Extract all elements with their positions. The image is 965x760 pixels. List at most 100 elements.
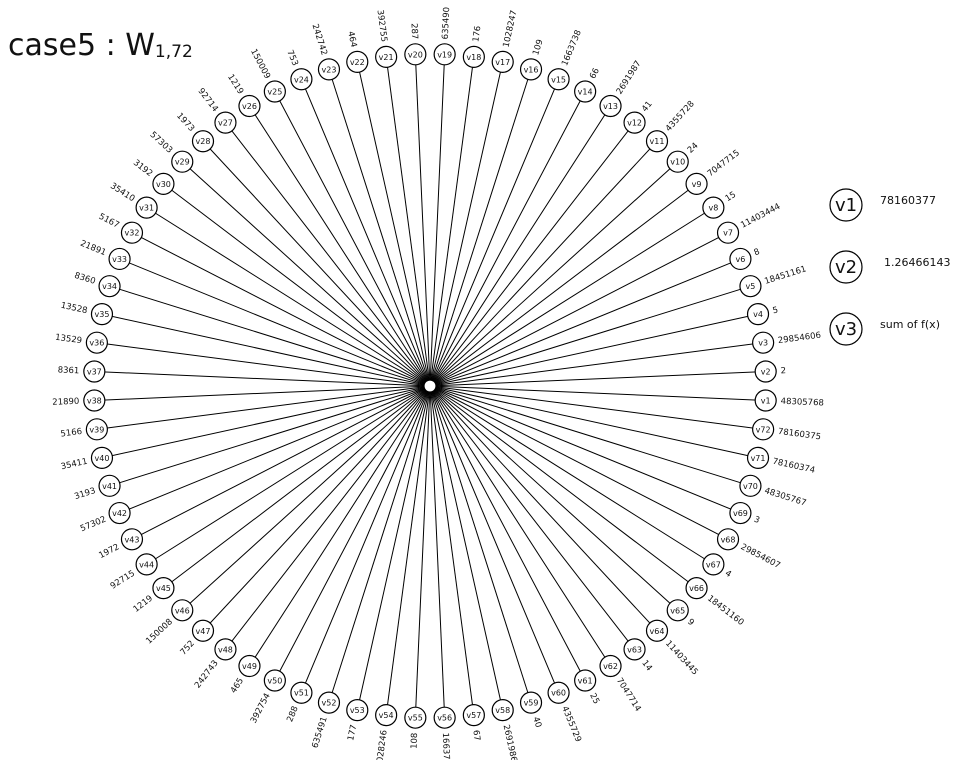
spoke xyxy=(429,385,532,703)
vertex-value: 1028246 xyxy=(375,729,390,760)
legend-vertex xyxy=(829,188,863,222)
spoke xyxy=(429,385,766,401)
vertex-label: v48 xyxy=(218,645,233,654)
vertex xyxy=(754,360,777,383)
vertex-label: v14 xyxy=(578,88,593,97)
vertex-label: v15 xyxy=(551,75,566,84)
spoke xyxy=(429,56,475,387)
vertex-label: v60 xyxy=(551,689,566,698)
vertex-value: 15 xyxy=(724,190,739,204)
vertex-label: v58 xyxy=(495,706,510,715)
spoke xyxy=(429,285,751,387)
spoke xyxy=(414,385,431,718)
spoke xyxy=(429,385,475,716)
vertex-label: v39 xyxy=(89,425,104,434)
vertex-label: v41 xyxy=(102,482,117,491)
vertex-value: 41 xyxy=(640,99,655,114)
vertex xyxy=(623,638,646,661)
vertex xyxy=(290,68,313,91)
vertex xyxy=(404,43,427,66)
vertex-label: v9 xyxy=(692,180,702,189)
legend-text: 78160377 xyxy=(880,194,936,207)
spoke xyxy=(356,385,431,711)
spoke xyxy=(96,342,431,387)
spoke xyxy=(429,207,714,387)
vertex-value: 9 xyxy=(685,617,696,628)
vertex xyxy=(90,446,114,469)
spoke xyxy=(181,161,431,387)
vertex-value: 288 xyxy=(285,705,300,724)
vertex-label: v34 xyxy=(102,282,117,291)
title-sub: 1,72 xyxy=(155,42,193,62)
spoke xyxy=(429,232,729,387)
vertex-value: 67 xyxy=(470,729,481,741)
spoke xyxy=(429,385,764,430)
vertex-value: 8361 xyxy=(57,365,79,376)
vertex xyxy=(317,58,341,81)
vertex-value: 24 xyxy=(686,141,701,156)
spoke xyxy=(385,56,431,387)
spoke xyxy=(163,385,431,589)
spoke xyxy=(429,385,560,693)
vertex xyxy=(491,50,514,73)
spoke xyxy=(429,385,759,459)
vertex-label: v71 xyxy=(751,454,766,463)
vertex xyxy=(645,619,669,642)
spoke xyxy=(249,385,431,667)
vertex-label: v11 xyxy=(650,137,665,146)
vertex-value: 57303 xyxy=(148,130,175,156)
vertex-value: 21891 xyxy=(79,239,108,259)
vertex-label: v36 xyxy=(89,339,104,348)
vertex-value: 392755 xyxy=(374,9,388,42)
vertex-value: 25 xyxy=(587,692,601,706)
vertex xyxy=(120,528,144,551)
vertex xyxy=(729,501,752,525)
spoke xyxy=(163,183,431,387)
vertex-label: v44 xyxy=(139,560,154,569)
vertex-label: v6 xyxy=(736,255,746,264)
vertex xyxy=(98,275,121,298)
vertex-label: v8 xyxy=(708,204,718,213)
vertex xyxy=(317,691,341,714)
vertex xyxy=(746,446,770,469)
vertex xyxy=(599,654,622,678)
vertex xyxy=(238,94,261,118)
vertex-label: v22 xyxy=(350,58,365,67)
vertex-value: 1219 xyxy=(225,73,245,97)
spoke xyxy=(429,183,697,387)
spoke xyxy=(414,54,431,387)
spoke xyxy=(225,385,431,650)
title-main: case5 : W xyxy=(8,28,155,63)
vertex-label: v69 xyxy=(733,509,748,518)
vertex-value: 465 xyxy=(229,676,246,695)
vertex-label: v30 xyxy=(156,180,171,189)
vertex xyxy=(491,699,514,722)
spoke xyxy=(429,385,635,650)
vertex xyxy=(135,553,158,576)
vertex xyxy=(263,80,286,103)
vertex-value: 109 xyxy=(531,38,545,56)
vertex-label: v54 xyxy=(379,711,394,720)
vertex-value: 18451160 xyxy=(705,594,745,628)
vertex-label: v62 xyxy=(603,662,618,671)
title: case5 : W1,72 xyxy=(8,28,193,63)
vertex-value: 2691987 xyxy=(615,59,644,96)
vertex-label: v47 xyxy=(196,627,211,636)
spoke xyxy=(119,258,431,387)
vertex xyxy=(574,669,597,692)
vertex-value: 35411 xyxy=(60,457,89,473)
vertex xyxy=(171,150,194,173)
vertex xyxy=(623,111,646,134)
vertex-label: v7 xyxy=(723,229,733,238)
vertex-value: 5167 xyxy=(97,212,121,231)
vertex-label: v24 xyxy=(294,75,309,84)
vertex xyxy=(433,43,456,66)
vertex-value: 242742 xyxy=(309,23,328,57)
vertex-value: 35410 xyxy=(108,181,136,204)
spoke xyxy=(429,61,504,387)
vertex-value: 11403444 xyxy=(739,202,782,231)
vertex xyxy=(645,130,669,153)
vertex-label: v56 xyxy=(437,714,452,723)
legend-vertex-label: v3 xyxy=(835,319,857,340)
vertex xyxy=(290,681,313,704)
